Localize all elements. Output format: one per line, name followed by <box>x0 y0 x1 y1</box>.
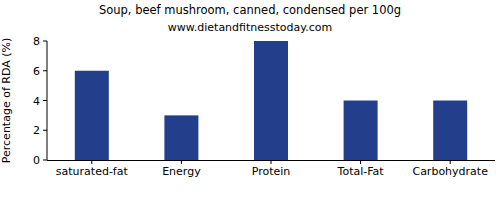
y-tick-label: 2 <box>33 124 40 137</box>
bar <box>344 101 378 161</box>
x-tick <box>271 160 272 164</box>
bar <box>433 101 467 161</box>
x-tick <box>450 160 451 164</box>
title: Soup, beef mushroom, canned, condensed p… <box>99 3 401 17</box>
y-tick <box>43 130 47 131</box>
bar <box>75 71 109 160</box>
x-tick <box>360 160 361 164</box>
bars <box>75 41 467 160</box>
x-tick-label: Energy <box>162 165 201 178</box>
x-tick-label: saturated-fat <box>56 165 129 178</box>
y-tick-label: 6 <box>33 65 40 78</box>
y-tick-label: 8 <box>33 35 40 48</box>
y-axis-label: Percentage of RDA (%) <box>0 38 13 163</box>
x-tick-label: Protein <box>252 165 291 178</box>
y-tick-label: 4 <box>33 95 40 108</box>
x-tick <box>181 160 182 164</box>
bar <box>254 41 288 160</box>
y-tick <box>43 160 47 161</box>
y-tick <box>43 100 47 101</box>
subtitle: www.dietandfitnesstoday.com <box>168 21 332 34</box>
x-tick-label: Carbohydrate <box>412 165 488 178</box>
y-tick <box>43 41 47 42</box>
bar <box>164 115 198 160</box>
y-tick-label: 0 <box>33 154 40 167</box>
y-tick <box>43 70 47 71</box>
chart: Soup, beef mushroom, canned, condensed p… <box>0 0 500 200</box>
x-tick <box>91 160 92 164</box>
x-tick-label: Total-Fat <box>337 165 385 178</box>
